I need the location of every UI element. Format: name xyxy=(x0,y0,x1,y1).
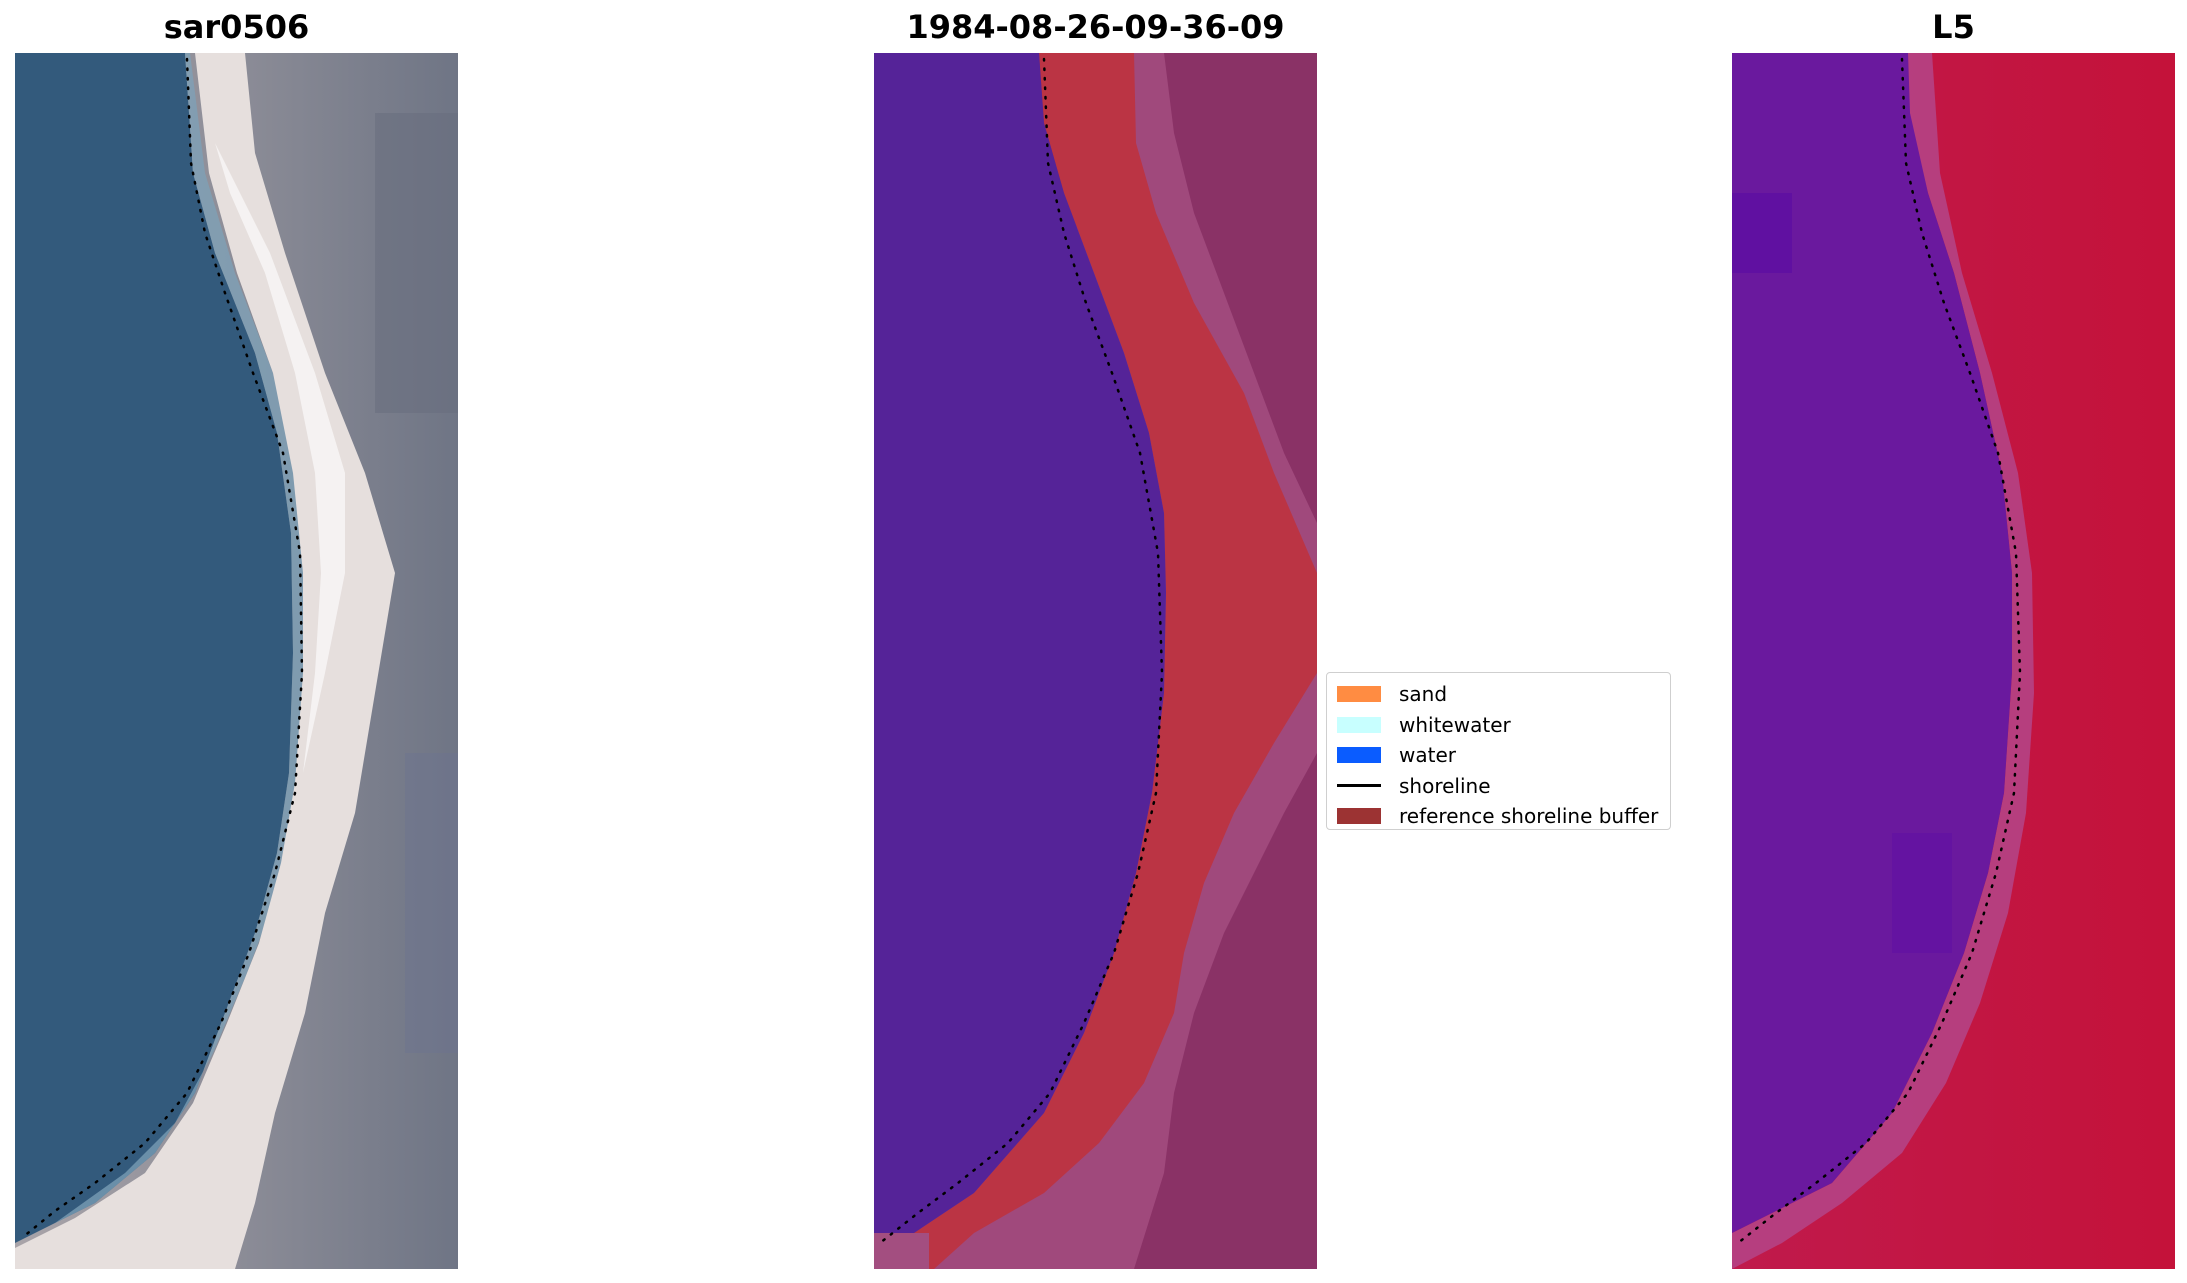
legend-item-reference-shoreline-buffer: reference shoreline buffer xyxy=(1337,801,1660,832)
index-image xyxy=(1732,53,2175,1269)
panel-title-rgb: sar0506 xyxy=(163,8,310,46)
legend-swatch-shoreline xyxy=(1337,784,1381,788)
legend-item-shoreline: shoreline xyxy=(1337,771,1660,802)
legend: sand whitewater water shoreline referenc… xyxy=(1326,672,1671,830)
reference-shoreline-buffer xyxy=(874,53,1317,1269)
legend-label-sand: sand xyxy=(1399,682,1448,707)
classification-image xyxy=(874,53,1317,1269)
rgb-satellite-image xyxy=(15,53,458,1269)
shoreline-line xyxy=(878,57,1164,1245)
panel-title-classification: 1984-08-26-09-36-09 xyxy=(906,8,1285,46)
shoreline-line xyxy=(1736,57,2022,1245)
rgb-water-region xyxy=(15,53,293,1243)
legend-swatch-sand xyxy=(1337,686,1381,703)
legend-swatch-water xyxy=(1337,747,1381,764)
legend-item-sand: sand xyxy=(1337,679,1660,710)
legend-label-whitewater: whitewater xyxy=(1399,712,1511,737)
classified-water xyxy=(874,53,1166,1243)
shoreline-line xyxy=(21,57,304,1239)
legend-item-water: water xyxy=(1337,740,1660,771)
legend-swatch-reference-shoreline-buffer xyxy=(1337,808,1381,825)
legend-label-water: water xyxy=(1399,743,1456,768)
legend-swatch-whitewater xyxy=(1337,716,1381,733)
legend-label-shoreline: shoreline xyxy=(1399,773,1491,798)
legend-label-reference-shoreline-buffer: reference shoreline buffer xyxy=(1399,804,1659,829)
panel-title-index: L5 xyxy=(1932,8,1975,46)
legend-item-whitewater: whitewater xyxy=(1337,710,1660,741)
